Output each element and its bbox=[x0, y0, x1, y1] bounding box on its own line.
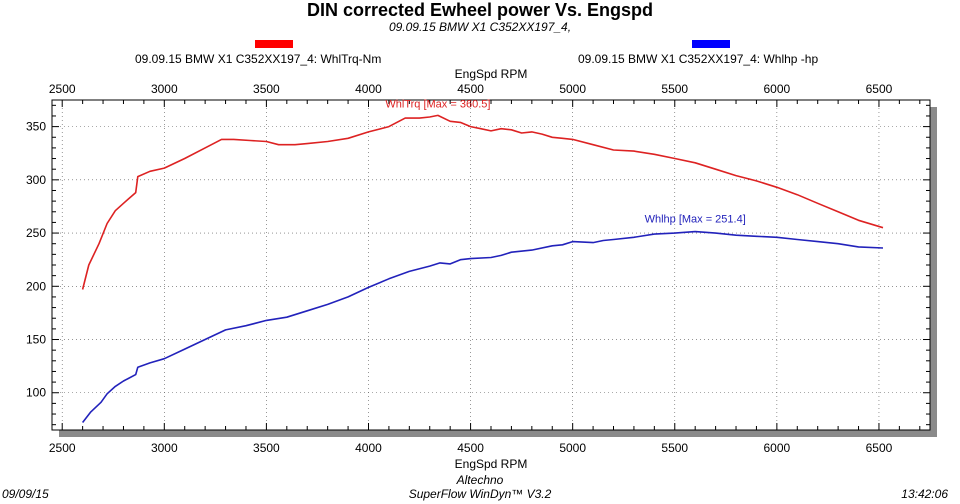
legend-label-torque: 09.09.15 BMW X1 C352XX197_4: WhlTrq-Nm bbox=[135, 52, 382, 66]
x-tick-label-bottom: 5500 bbox=[661, 441, 688, 455]
plot-area bbox=[51, 99, 931, 431]
x-tick-label-top: 3500 bbox=[253, 82, 280, 96]
x-tick-label-top: 5500 bbox=[661, 82, 688, 96]
x-tick-label-top: 3000 bbox=[151, 82, 178, 96]
y-tick-label: 250 bbox=[26, 226, 46, 240]
x-tick-label-bottom: 3500 bbox=[253, 441, 280, 455]
x-tick-label-top: 6500 bbox=[866, 82, 893, 96]
x-tick-label-bottom: 4000 bbox=[355, 441, 382, 455]
y-tick-label: 100 bbox=[26, 386, 46, 400]
series-line-1 bbox=[81, 230, 884, 423]
x-tick-label-bottom: 6500 bbox=[866, 441, 893, 455]
legend-label-power: 09.09.15 BMW X1 C352XX197_4: Whlhp -hp bbox=[578, 52, 819, 66]
x-axis-label-bottom: EngSpd RPM bbox=[455, 457, 528, 471]
x-tick-label-top: 5000 bbox=[559, 82, 586, 96]
chart-subtitle: 09.09.15 BMW X1 C352XX197_4, bbox=[388, 20, 572, 34]
footer-software: SuperFlow WinDyn™ V3.2 bbox=[408, 487, 552, 501]
legend-swatch-power bbox=[692, 40, 730, 48]
y-tick-label: 200 bbox=[26, 279, 46, 293]
y-tick-label: 350 bbox=[26, 120, 46, 134]
series-line-0 bbox=[81, 114, 884, 290]
footer-company: Altechno bbox=[456, 473, 504, 487]
x-tick-label-top: 6000 bbox=[764, 82, 791, 96]
series-annotation-0: WhlTrq [Max = 360.5] bbox=[385, 98, 490, 110]
footer-date: 09/09/15 bbox=[2, 487, 49, 501]
x-tick-label-top: 4000 bbox=[355, 82, 382, 96]
x-tick-label-bottom: 2500 bbox=[49, 441, 76, 455]
y-tick-label: 150 bbox=[26, 333, 46, 347]
x-tick-label-bottom: 3000 bbox=[151, 441, 178, 455]
x-tick-label-top: 4500 bbox=[457, 82, 484, 96]
series-annotation-1: Whlhp [Max = 251.4] bbox=[645, 214, 746, 226]
legend-swatch-torque bbox=[255, 40, 293, 48]
x-tick-label-bottom: 5000 bbox=[559, 441, 586, 455]
x-tick-label-bottom: 4500 bbox=[457, 441, 484, 455]
x-tick-label-bottom: 6000 bbox=[764, 441, 791, 455]
x-tick-label-top: 2500 bbox=[49, 82, 76, 96]
y-tick-label: 300 bbox=[26, 173, 46, 187]
footer-time: 13:42:06 bbox=[901, 487, 948, 501]
chart-title: DIN corrected Ewheel power Vs. Engspd bbox=[306, 0, 654, 20]
x-axis-label-top: EngSpd RPM bbox=[455, 67, 528, 81]
